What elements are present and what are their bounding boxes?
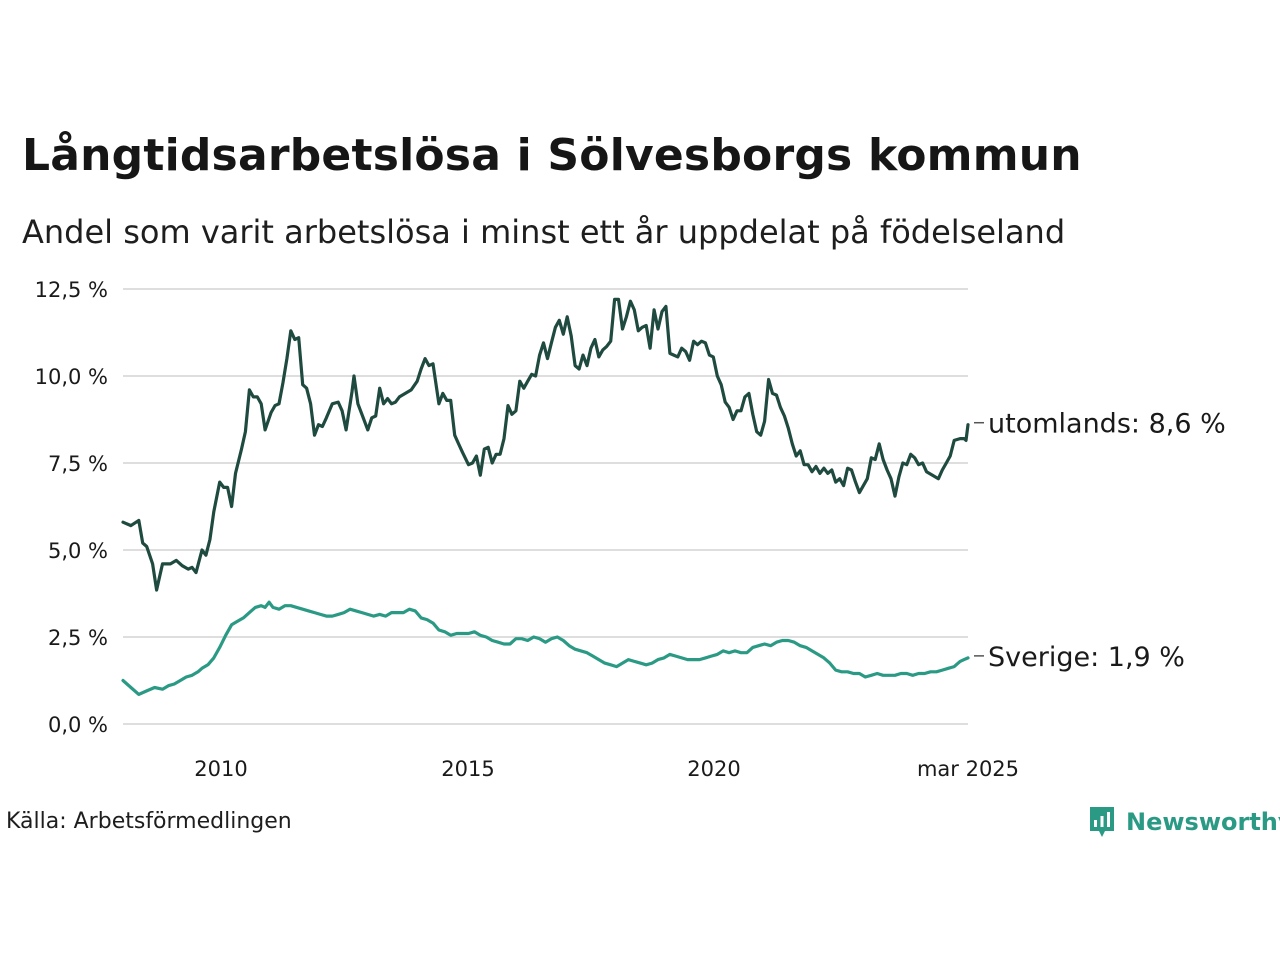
y-tick-label: 7,5 % bbox=[48, 452, 108, 476]
series-end-labels: utomlands: 8,6 % Sverige: 1,9 % bbox=[974, 409, 1226, 673]
y-tick-label: 2,5 % bbox=[48, 626, 108, 650]
x-tick-label: 2020 bbox=[687, 757, 740, 781]
y-tick-label: 10,0 % bbox=[35, 365, 108, 389]
series-end-label: Sverige: 1,9 % bbox=[988, 642, 1185, 673]
brand-logo: Newsworthy bbox=[1088, 802, 1280, 842]
y-tick-label: 0,0 % bbox=[48, 713, 108, 737]
series-lines bbox=[121, 297, 970, 696]
brand-name: Newsworthy bbox=[1126, 808, 1280, 836]
series-line-utomlands bbox=[121, 297, 970, 592]
series-end-label: utomlands: 8,6 % bbox=[988, 409, 1226, 440]
chart-subtitle: Andel som varit arbetslösa i minst ett å… bbox=[22, 213, 1066, 251]
grid-lines bbox=[123, 288, 968, 725]
x-axis-tick-labels: 2010 2015 2020 mar 2025 bbox=[194, 757, 1019, 781]
chart-title: Långtidsarbetslösa i Sölvesborgs kommun bbox=[22, 130, 1082, 181]
y-axis-tick-labels: 0,0 % 2,5 % 5,0 % 7,5 % 10,0 % 12,5 % bbox=[35, 278, 108, 737]
source-note: Källa: Arbetsförmedlingen bbox=[6, 809, 292, 834]
x-tick-label: mar 2025 bbox=[917, 757, 1019, 781]
x-tick-label: 2010 bbox=[194, 757, 247, 781]
series-line-sverige bbox=[121, 600, 970, 696]
newsworthy-logo-icon bbox=[1090, 807, 1114, 837]
y-tick-label: 12,5 % bbox=[35, 278, 108, 302]
y-tick-label: 5,0 % bbox=[48, 539, 108, 563]
x-tick-label: 2015 bbox=[441, 757, 494, 781]
line-chart: 0,0 %2,5 %5,0 %7,5 %10,0 %12,5 % 2010 201… bbox=[35, 278, 1226, 781]
